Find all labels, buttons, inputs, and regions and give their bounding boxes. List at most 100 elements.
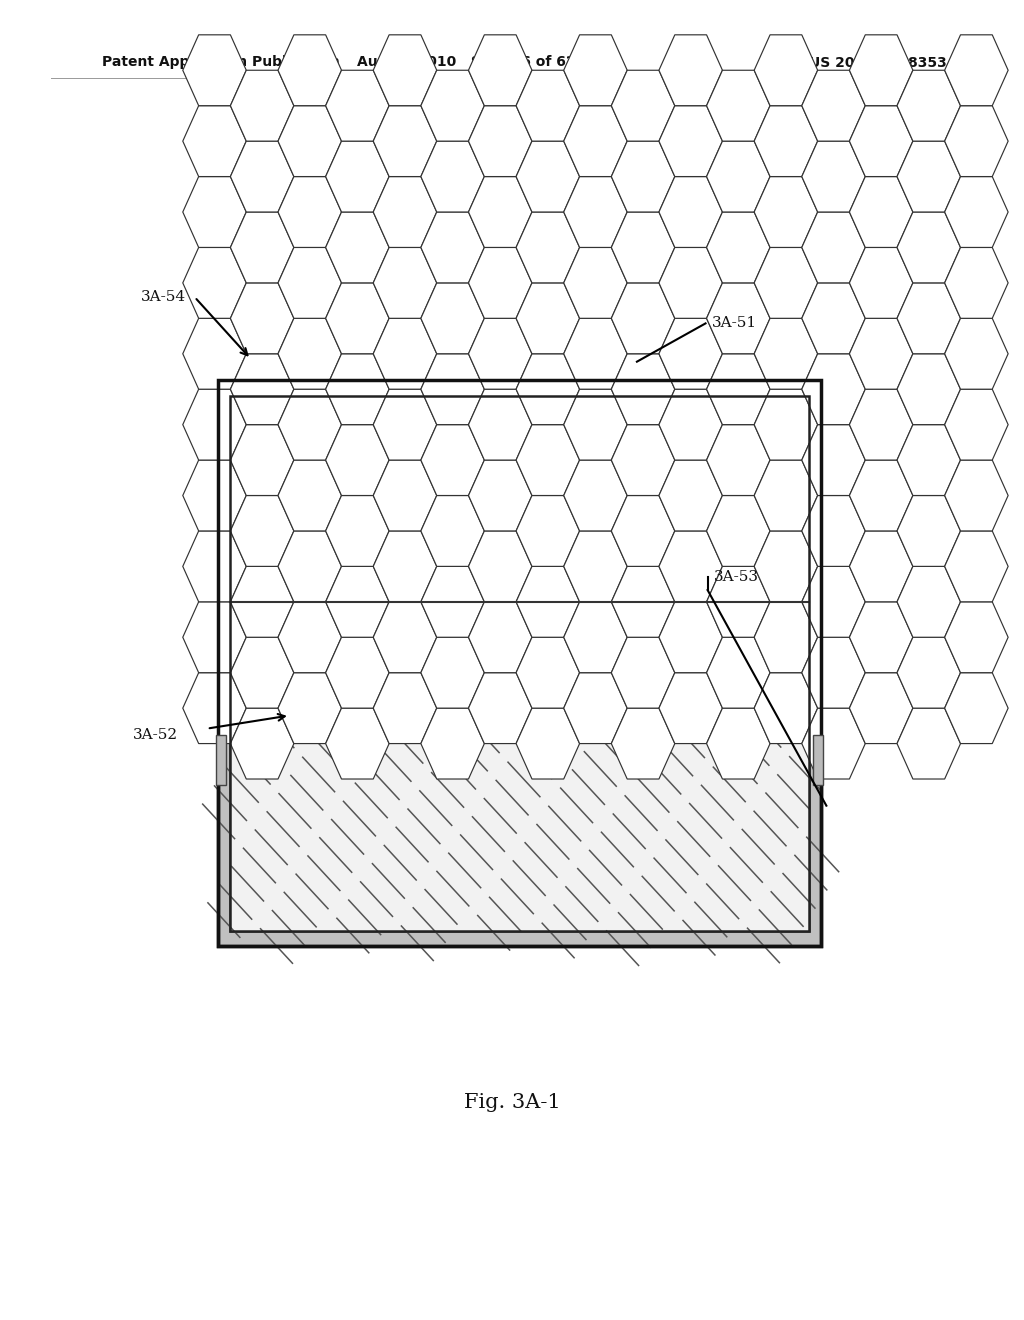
Polygon shape — [944, 531, 1008, 602]
Text: US 2010/0198353 A1: US 2010/0198353 A1 — [809, 55, 973, 69]
Polygon shape — [516, 708, 580, 779]
Polygon shape — [421, 141, 484, 213]
Polygon shape — [469, 673, 532, 743]
Polygon shape — [754, 318, 817, 389]
Polygon shape — [326, 213, 389, 282]
Polygon shape — [421, 566, 484, 638]
Polygon shape — [421, 638, 484, 708]
Polygon shape — [897, 70, 961, 141]
Polygon shape — [421, 708, 484, 779]
Polygon shape — [563, 177, 627, 247]
Text: 3A-51: 3A-51 — [712, 317, 757, 330]
Polygon shape — [374, 247, 437, 318]
Bar — [230, 396, 809, 602]
Polygon shape — [469, 602, 532, 673]
Polygon shape — [707, 708, 770, 779]
Polygon shape — [278, 34, 342, 106]
Polygon shape — [659, 602, 723, 673]
Polygon shape — [802, 495, 865, 566]
Polygon shape — [563, 602, 627, 673]
Polygon shape — [897, 425, 961, 495]
Polygon shape — [659, 461, 723, 531]
Polygon shape — [659, 318, 723, 389]
Polygon shape — [230, 638, 294, 708]
Polygon shape — [897, 141, 961, 213]
Polygon shape — [611, 70, 675, 141]
Polygon shape — [754, 389, 817, 461]
Polygon shape — [563, 389, 627, 461]
Polygon shape — [611, 425, 675, 495]
Polygon shape — [897, 495, 961, 566]
Polygon shape — [850, 602, 913, 673]
Polygon shape — [278, 247, 342, 318]
Polygon shape — [707, 495, 770, 566]
Polygon shape — [611, 141, 675, 213]
Polygon shape — [944, 34, 1008, 106]
Polygon shape — [230, 213, 294, 282]
Bar — [230, 396, 809, 931]
Polygon shape — [659, 177, 723, 247]
Polygon shape — [278, 531, 342, 602]
Polygon shape — [278, 177, 342, 247]
Polygon shape — [516, 282, 580, 354]
Polygon shape — [707, 638, 770, 708]
Polygon shape — [182, 106, 246, 177]
Polygon shape — [659, 531, 723, 602]
Polygon shape — [516, 425, 580, 495]
Polygon shape — [374, 531, 437, 602]
Polygon shape — [469, 34, 532, 106]
Polygon shape — [707, 141, 770, 213]
Polygon shape — [278, 461, 342, 531]
Bar — [218, 380, 821, 946]
Polygon shape — [944, 247, 1008, 318]
Polygon shape — [421, 354, 484, 425]
Polygon shape — [802, 638, 865, 708]
Polygon shape — [374, 602, 437, 673]
Polygon shape — [278, 389, 342, 461]
Bar — [230, 396, 809, 931]
Polygon shape — [659, 106, 723, 177]
Polygon shape — [563, 34, 627, 106]
Polygon shape — [469, 318, 532, 389]
Polygon shape — [421, 495, 484, 566]
Polygon shape — [707, 566, 770, 638]
Polygon shape — [516, 354, 580, 425]
Polygon shape — [611, 566, 675, 638]
Polygon shape — [850, 673, 913, 743]
Polygon shape — [469, 531, 532, 602]
Polygon shape — [944, 461, 1008, 531]
Polygon shape — [802, 425, 865, 495]
Polygon shape — [230, 566, 294, 638]
Polygon shape — [611, 638, 675, 708]
Polygon shape — [897, 566, 961, 638]
Polygon shape — [563, 531, 627, 602]
Polygon shape — [230, 495, 294, 566]
Polygon shape — [802, 354, 865, 425]
Polygon shape — [850, 461, 913, 531]
Polygon shape — [469, 461, 532, 531]
Text: 3A-52: 3A-52 — [133, 729, 178, 742]
Polygon shape — [374, 177, 437, 247]
Polygon shape — [611, 495, 675, 566]
Polygon shape — [374, 318, 437, 389]
Polygon shape — [516, 70, 580, 141]
Polygon shape — [850, 106, 913, 177]
Polygon shape — [326, 70, 389, 141]
Polygon shape — [421, 425, 484, 495]
Polygon shape — [563, 318, 627, 389]
Polygon shape — [374, 106, 437, 177]
Polygon shape — [374, 673, 437, 743]
Polygon shape — [182, 461, 246, 531]
Polygon shape — [944, 177, 1008, 247]
Polygon shape — [563, 461, 627, 531]
Polygon shape — [469, 247, 532, 318]
Polygon shape — [563, 106, 627, 177]
Polygon shape — [850, 177, 913, 247]
Polygon shape — [230, 425, 294, 495]
Polygon shape — [374, 34, 437, 106]
Polygon shape — [278, 673, 342, 743]
Polygon shape — [469, 177, 532, 247]
Polygon shape — [611, 708, 675, 779]
Polygon shape — [326, 708, 389, 779]
Bar — [230, 396, 809, 602]
